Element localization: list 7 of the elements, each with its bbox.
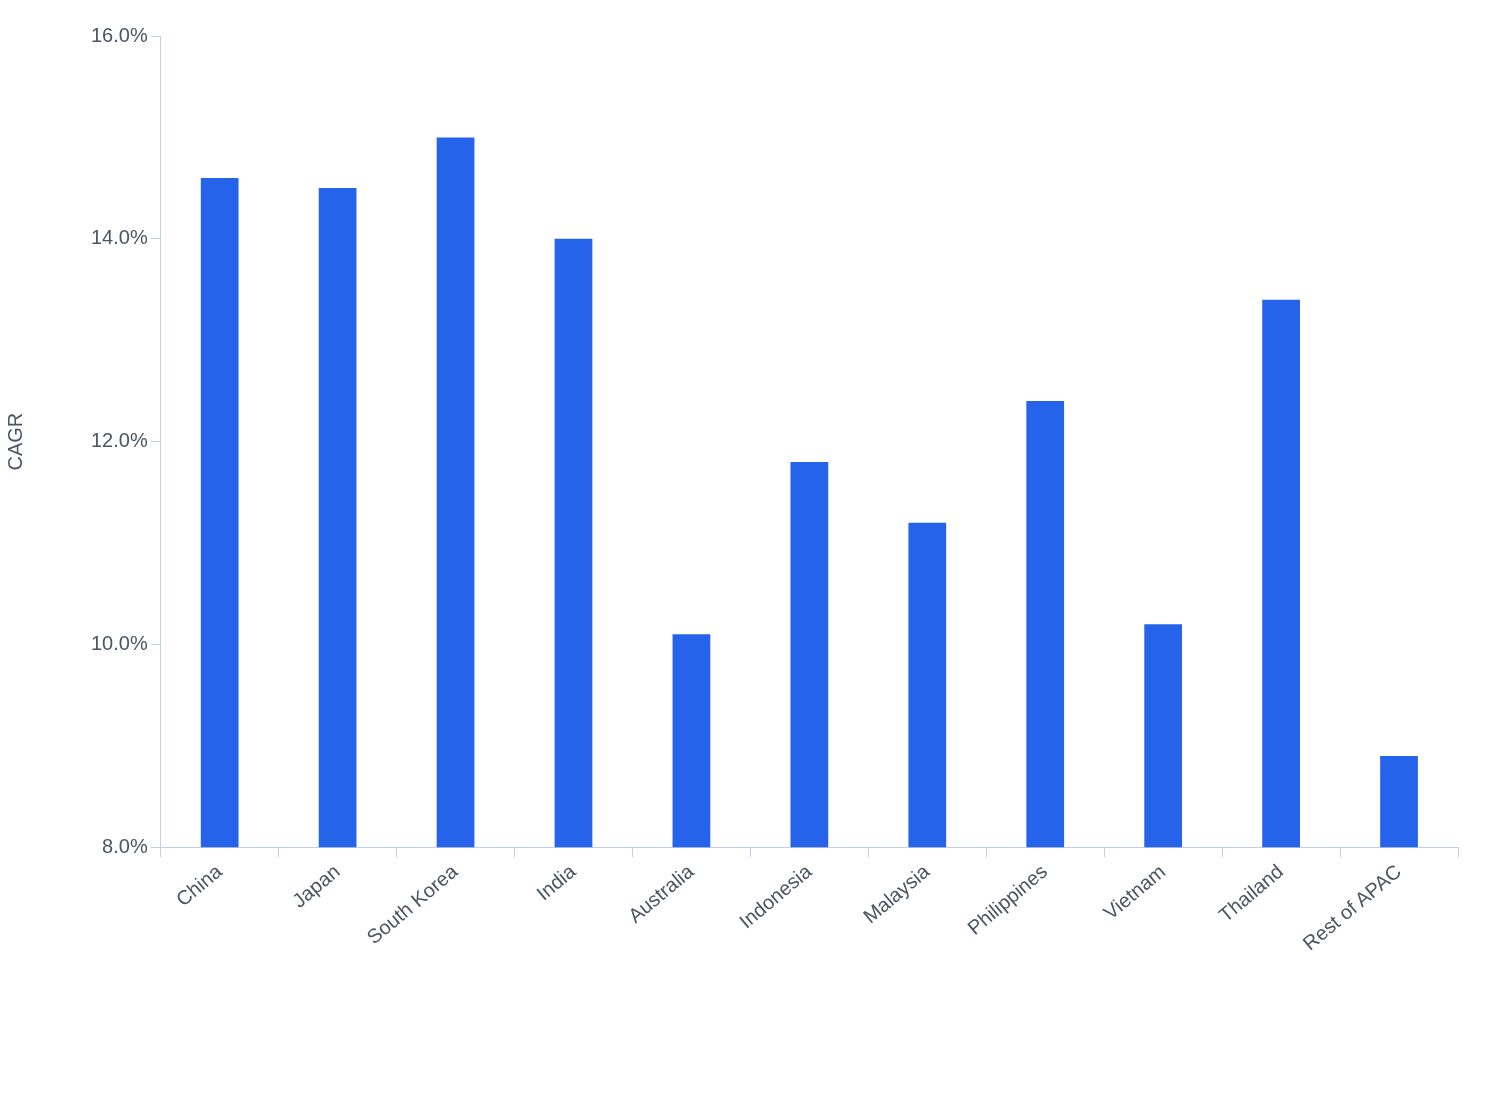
y-tick-label: 8.0% — [102, 834, 148, 857]
y-tick-label: 12.0% — [90, 429, 148, 452]
y-tick-label: 14.0% — [90, 226, 148, 249]
y-tick-label: 10.0% — [90, 631, 148, 654]
x-tick-label: India — [532, 859, 581, 905]
y-axis-title: CAGR — [3, 412, 26, 471]
y-tick-label: 16.0% — [90, 23, 148, 46]
